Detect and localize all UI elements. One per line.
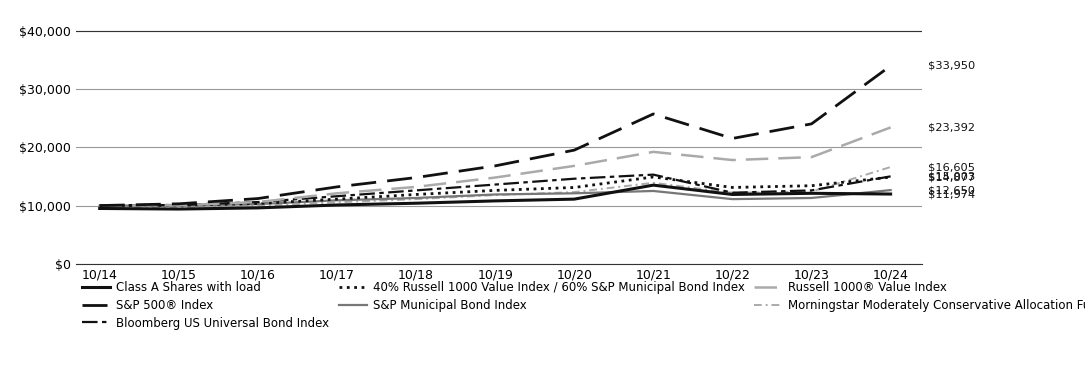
S&P Municipal Bond Index <box>647 189 660 193</box>
S&P 500® Index <box>252 196 265 201</box>
Morningstar Moderately Conservative Allocation Funds Average <box>252 204 265 208</box>
S&P Municipal Bond Index <box>409 196 422 200</box>
40% Russell 1000 Value Index / 60% S&P Municipal Bond Index <box>726 185 739 190</box>
Line: Russell 1000® Value Index: Russell 1000® Value Index <box>100 127 891 205</box>
Text: $12,650: $12,650 <box>928 185 974 195</box>
Class A Shares with load <box>488 199 501 203</box>
Russell 1000® Value Index <box>252 200 265 204</box>
40% Russell 1000 Value Index / 60% S&P Municipal Bond Index <box>884 175 897 179</box>
Line: Bloomberg US Universal Bond Index: Bloomberg US Universal Bond Index <box>100 175 891 205</box>
Line: Morningstar Moderately Conservative Allocation Funds Average: Morningstar Moderately Conservative Allo… <box>100 167 891 207</box>
S&P Municipal Bond Index <box>884 188 897 192</box>
Class A Shares with load <box>173 207 186 211</box>
S&P 500® Index <box>884 64 897 68</box>
S&P Municipal Bond Index <box>173 203 186 208</box>
Bloomberg US Universal Bond Index <box>726 190 739 195</box>
Class A Shares with load <box>805 191 818 196</box>
Russell 1000® Value Index <box>173 203 186 207</box>
Morningstar Moderately Conservative Allocation Funds Average <box>331 200 344 205</box>
Bloomberg US Universal Bond Index <box>884 174 897 179</box>
40% Russell 1000 Value Index / 60% S&P Municipal Bond Index <box>409 192 422 197</box>
Class A Shares with load <box>726 192 739 197</box>
S&P 500® Index <box>93 203 106 208</box>
Legend: Class A Shares with load, S&P 500® Index, Bloomberg US Universal Bond Index, 40%: Class A Shares with load, S&P 500® Index… <box>81 281 1085 329</box>
Bloomberg US Universal Bond Index <box>647 172 660 177</box>
Text: $23,392: $23,392 <box>928 123 974 132</box>
Bloomberg US Universal Bond Index <box>331 194 344 198</box>
Morningstar Moderately Conservative Allocation Funds Average <box>93 204 106 209</box>
S&P Municipal Bond Index <box>252 202 265 206</box>
Text: $33,950: $33,950 <box>928 61 975 71</box>
Russell 1000® Value Index <box>647 150 660 154</box>
Line: 40% Russell 1000 Value Index / 60% S&P Municipal Bond Index: 40% Russell 1000 Value Index / 60% S&P M… <box>100 177 891 205</box>
Bloomberg US Universal Bond Index <box>805 188 818 193</box>
Class A Shares with load <box>93 206 106 211</box>
Russell 1000® Value Index <box>726 158 739 162</box>
Text: $16,605: $16,605 <box>928 162 974 172</box>
Class A Shares with load <box>331 203 344 207</box>
S&P 500® Index <box>331 185 344 189</box>
Morningstar Moderately Conservative Allocation Funds Average <box>647 181 660 185</box>
40% Russell 1000 Value Index / 60% S&P Municipal Bond Index <box>647 175 660 179</box>
Text: $11,974: $11,974 <box>928 189 974 199</box>
40% Russell 1000 Value Index / 60% S&P Municipal Bond Index <box>331 197 344 201</box>
Morningstar Moderately Conservative Allocation Funds Average <box>726 190 739 195</box>
S&P 500® Index <box>409 175 422 180</box>
40% Russell 1000 Value Index / 60% S&P Municipal Bond Index <box>252 201 265 206</box>
S&P 500® Index <box>726 136 739 141</box>
Bloomberg US Universal Bond Index <box>173 203 186 207</box>
Line: Class A Shares with load: Class A Shares with load <box>100 185 891 209</box>
Bloomberg US Universal Bond Index <box>488 182 501 187</box>
S&P Municipal Bond Index <box>93 203 106 208</box>
Morningstar Moderately Conservative Allocation Funds Average <box>805 189 818 194</box>
Class A Shares with load <box>252 205 265 210</box>
S&P 500® Index <box>647 112 660 116</box>
Class A Shares with load <box>884 192 897 196</box>
S&P 500® Index <box>567 148 580 152</box>
Text: $14,877: $14,877 <box>928 172 974 182</box>
Russell 1000® Value Index <box>805 155 818 159</box>
Russell 1000® Value Index <box>488 175 501 180</box>
Text: $15,003: $15,003 <box>928 172 975 181</box>
40% Russell 1000 Value Index / 60% S&P Municipal Bond Index <box>173 203 186 207</box>
S&P Municipal Bond Index <box>805 196 818 200</box>
Russell 1000® Value Index <box>567 164 580 168</box>
Bloomberg US Universal Bond Index <box>409 188 422 193</box>
Russell 1000® Value Index <box>409 185 422 189</box>
Morningstar Moderately Conservative Allocation Funds Average <box>409 197 422 201</box>
40% Russell 1000 Value Index / 60% S&P Municipal Bond Index <box>567 185 580 190</box>
Bloomberg US Universal Bond Index <box>567 176 580 181</box>
40% Russell 1000 Value Index / 60% S&P Municipal Bond Index <box>488 188 501 193</box>
Morningstar Moderately Conservative Allocation Funds Average <box>488 193 501 197</box>
40% Russell 1000 Value Index / 60% S&P Municipal Bond Index <box>93 203 106 208</box>
S&P 500® Index <box>805 122 818 126</box>
S&P Municipal Bond Index <box>726 197 739 201</box>
S&P 500® Index <box>173 202 186 206</box>
Morningstar Moderately Conservative Allocation Funds Average <box>567 190 580 195</box>
Bloomberg US Universal Bond Index <box>93 203 106 208</box>
Class A Shares with load <box>567 197 580 201</box>
Russell 1000® Value Index <box>331 191 344 196</box>
Russell 1000® Value Index <box>884 125 897 130</box>
40% Russell 1000 Value Index / 60% S&P Municipal Bond Index <box>805 184 818 188</box>
Line: S&P 500® Index: S&P 500® Index <box>100 66 891 205</box>
Class A Shares with load <box>647 183 660 187</box>
S&P Municipal Bond Index <box>567 191 580 196</box>
Morningstar Moderately Conservative Allocation Funds Average <box>884 165 897 169</box>
Morningstar Moderately Conservative Allocation Funds Average <box>173 205 186 210</box>
S&P 500® Index <box>488 164 501 168</box>
S&P Municipal Bond Index <box>488 192 501 197</box>
Russell 1000® Value Index <box>93 203 106 208</box>
Line: S&P Municipal Bond Index: S&P Municipal Bond Index <box>100 190 891 205</box>
Bloomberg US Universal Bond Index <box>252 200 265 204</box>
Class A Shares with load <box>409 201 422 205</box>
S&P Municipal Bond Index <box>331 198 344 202</box>
